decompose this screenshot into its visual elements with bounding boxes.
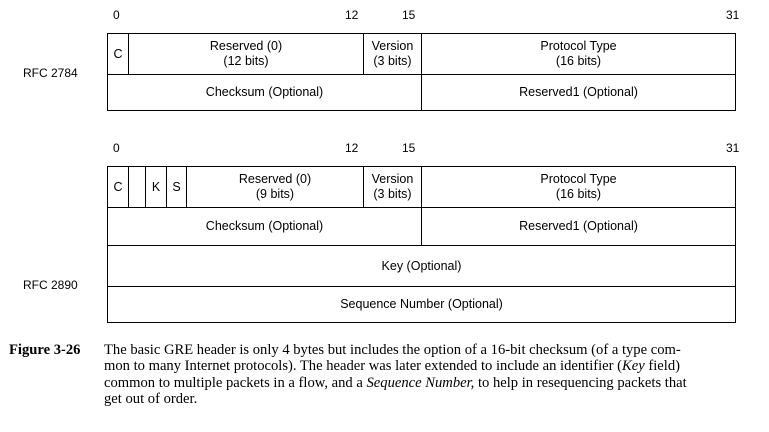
checksum-field: Checksum (Optional) (107, 207, 421, 245)
field-text: Checksum (Optional) (205, 85, 324, 99)
field-text: Sequence Number (Optional) (340, 297, 503, 311)
c-flag-field: C (107, 166, 128, 207)
sequence-number-field: Sequence Number (Optional) (107, 286, 736, 323)
bit-label-31: 31 (726, 8, 740, 22)
protocol-type-field: Protocol Type (16 bits) (421, 33, 736, 74)
caption-line: The basic GRE header is only 4 bytes but… (104, 342, 681, 358)
field-text: Version (371, 172, 414, 186)
field-size: (16 bits) (555, 54, 602, 68)
caption-segment: field) (644, 358, 680, 375)
reserved1-field: Reserved1 (Optional) (421, 207, 736, 245)
checksum-field: Checksum (Optional) (107, 74, 421, 111)
protocol-type-field: Protocol Type (16 bits) (421, 166, 736, 207)
field-text: S (172, 179, 181, 194)
field-text: Version (371, 39, 414, 53)
field-text: Key (Optional) (381, 258, 462, 273)
field-text: Checksum (Optional) (205, 219, 324, 233)
s-flag-field: S (166, 166, 186, 207)
caption-segment: common to multiple packets in a flow, an… (104, 374, 367, 391)
caption-line: get out of order. (104, 391, 198, 408)
reserved-field: Reserved (0) (12 bits) (128, 33, 363, 74)
field-size: (3 bits) (373, 54, 412, 68)
field-size: (3 bits) (373, 187, 412, 201)
bit-label-12: 12 (345, 141, 359, 155)
version-field: Version (3 bits) (363, 166, 421, 207)
reserved1-field: Reserved1 (Optional) (421, 74, 736, 111)
c-flag-field: C (107, 33, 128, 74)
field-text: Protocol Type (540, 39, 617, 53)
field-text: K (151, 179, 161, 194)
rfc-2784-label: RFC 2784 (23, 66, 78, 80)
k-flag-field: K (145, 166, 166, 207)
caption-segment: mon to many Internet protocols). The hea… (104, 358, 623, 375)
bit-label-12: 12 (345, 8, 359, 22)
bit-label-0: 0 (113, 141, 120, 155)
field-text: C (113, 46, 123, 61)
caption-italic: Sequence Number, (366, 374, 475, 391)
reserved-field: Reserved (0) (9 bits) (186, 166, 363, 207)
field-text: Protocol Type (540, 172, 617, 186)
key-field: Key (Optional) (107, 245, 736, 286)
field-text: Reserved1 (Optional) (519, 85, 638, 99)
figure-label: Figure 3-26 (9, 342, 81, 358)
field-text: Reserved (0) (238, 172, 312, 186)
field-size: (12 bits) (223, 54, 269, 68)
caption-italic: Key (622, 358, 645, 375)
field-size: (9 bits) (255, 187, 295, 201)
bit-label-15: 15 (402, 8, 416, 22)
caption-text: The basic GRE header is only 4 bytes but… (104, 342, 769, 408)
caption-line: common to multiple packets in a flow, an… (104, 375, 769, 391)
bit-label-31: 31 (726, 141, 740, 155)
caption-line: mon to many Internet protocols). The hea… (104, 358, 769, 374)
rfc-2890-label: RFC 2890 (23, 278, 78, 292)
field-size: (16 bits) (555, 187, 602, 201)
version-field: Version (3 bits) (363, 33, 421, 74)
field-text: C (113, 179, 123, 194)
caption-segment: to help in resequencing packets that (474, 374, 687, 391)
field-text: Reserved1 (Optional) (519, 219, 638, 233)
unused-bit-field (128, 166, 145, 207)
field-text: Reserved (0) (209, 39, 283, 53)
bit-label-15: 15 (402, 141, 416, 155)
bit-label-0: 0 (113, 8, 120, 22)
